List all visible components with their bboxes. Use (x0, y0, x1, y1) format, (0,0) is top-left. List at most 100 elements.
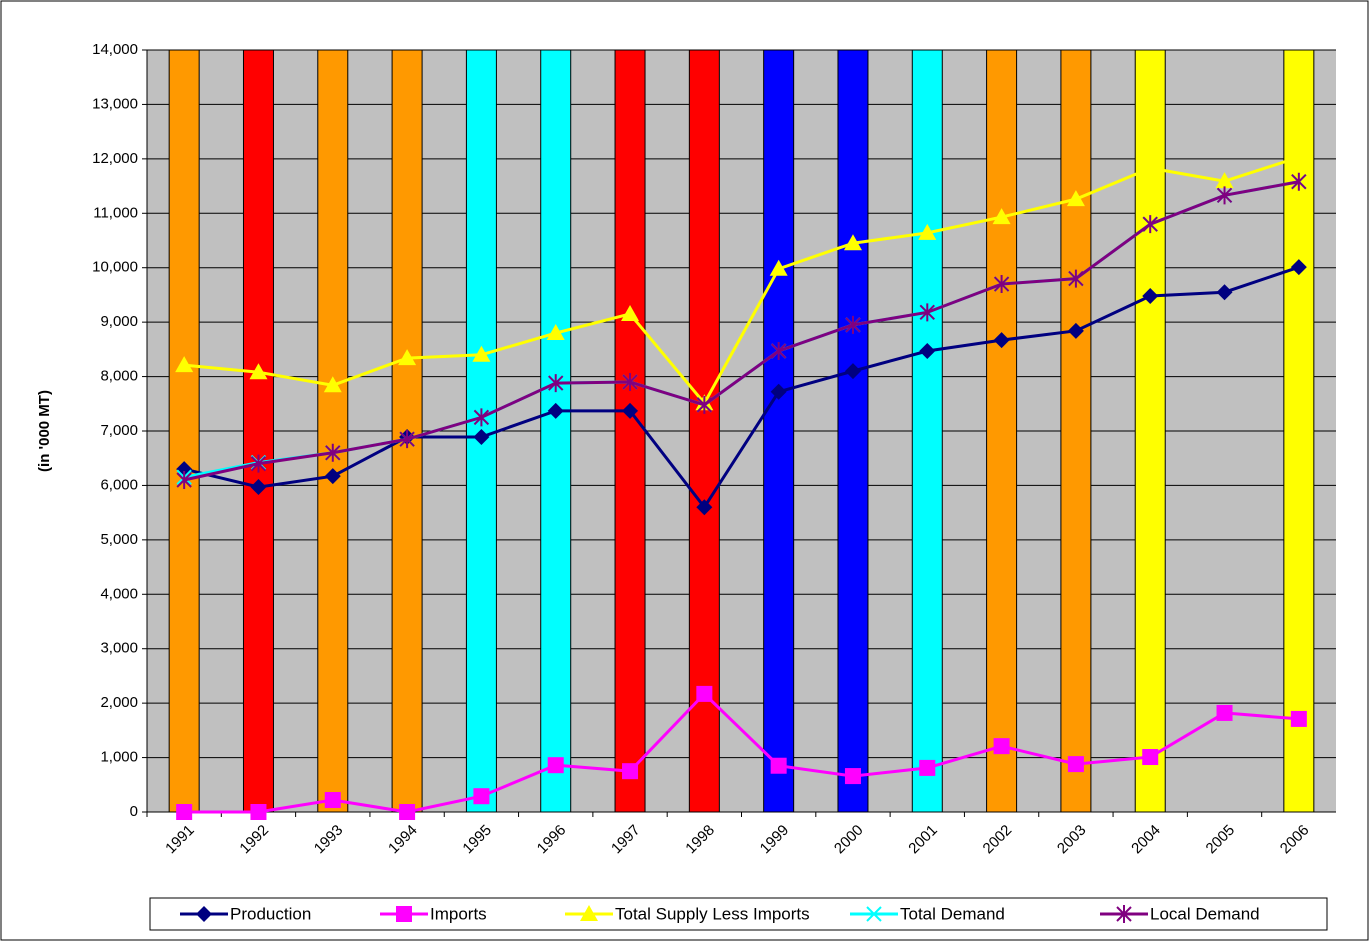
marker (399, 430, 415, 449)
marker (399, 804, 416, 820)
marker (250, 804, 267, 820)
legend-label: Local Demand (1150, 904, 1260, 923)
marker (472, 345, 491, 362)
marker (622, 402, 639, 419)
marker (1142, 288, 1159, 305)
marker (1068, 269, 1084, 288)
legend-label: Total Supply Less Imports (615, 904, 810, 923)
marker (919, 342, 936, 359)
y-tick-label: 6,000 (100, 476, 138, 493)
series-line (183, 180, 1300, 482)
marker (1215, 172, 1234, 189)
marker (696, 685, 713, 702)
marker (993, 332, 1010, 349)
marker (1290, 259, 1307, 276)
marker (473, 788, 490, 805)
marker (1067, 756, 1084, 773)
bar (242, 49, 274, 813)
marker (1066, 190, 1085, 207)
bar (317, 49, 349, 813)
marker (866, 906, 882, 922)
bar (688, 49, 720, 813)
y-axis-label: (in '000 MT) (36, 390, 53, 472)
marker (250, 454, 267, 473)
y-tick-label: 13,000 (92, 95, 138, 112)
marker (1142, 215, 1158, 234)
marker (1291, 172, 1307, 191)
bar (911, 49, 943, 813)
bar (1060, 49, 1092, 813)
y-tick-label: 5,000 (100, 531, 138, 548)
series-line (183, 265, 1300, 510)
legend-label: Imports (430, 904, 487, 923)
y-tick-label: 8,000 (100, 368, 138, 385)
marker (696, 499, 713, 516)
marker (473, 428, 490, 445)
marker (196, 906, 212, 922)
y-tick-label: 7,000 (100, 422, 138, 439)
marker (918, 223, 937, 240)
marker (622, 373, 638, 392)
bar (1283, 49, 1315, 813)
bar (168, 49, 200, 813)
marker (844, 363, 861, 380)
marker (324, 792, 341, 809)
y-tick-label: 0 (130, 803, 138, 820)
marker (580, 905, 598, 921)
marker (547, 757, 564, 774)
marker (1141, 159, 1160, 176)
marker (919, 759, 936, 776)
marker (844, 768, 861, 785)
bar (614, 49, 646, 813)
marker (176, 470, 192, 489)
marker (843, 234, 862, 251)
bar (1134, 49, 1166, 813)
bar (763, 49, 795, 813)
marker (176, 804, 193, 820)
bar (837, 49, 869, 813)
marker (325, 443, 341, 462)
marker (770, 341, 787, 360)
marker (323, 376, 342, 393)
marker (1142, 749, 1159, 766)
marker (398, 349, 417, 366)
marker (546, 324, 565, 341)
series-line (184, 691, 1299, 814)
marker (696, 395, 713, 414)
marker (770, 757, 787, 774)
legend-label: Production (230, 904, 311, 923)
marker (993, 738, 1010, 755)
marker (769, 259, 788, 276)
marker (919, 303, 935, 322)
y-tick-label: 2,000 (100, 694, 138, 711)
marker (770, 383, 787, 400)
y-tick-label: 14,000 (92, 41, 138, 58)
bar (540, 49, 572, 813)
marker (1216, 284, 1233, 301)
marker (1216, 186, 1233, 205)
marker (992, 208, 1011, 225)
y-tick-label: 3,000 (100, 640, 138, 657)
y-tick-label: 4,000 (100, 585, 138, 602)
marker (473, 408, 490, 427)
marker (324, 468, 341, 485)
legend-label: Total Demand (900, 904, 1005, 923)
marker (1067, 322, 1084, 339)
series-line (184, 155, 1300, 406)
marker (548, 374, 564, 393)
y-tick-label: 11,000 (93, 204, 138, 221)
marker (1216, 704, 1233, 721)
marker (993, 275, 1010, 294)
marker (845, 315, 861, 334)
marker (250, 479, 267, 496)
marker (621, 304, 640, 321)
bar (986, 49, 1018, 813)
y-tick-label: 9,000 (100, 313, 138, 330)
marker (547, 402, 564, 419)
marker (175, 356, 194, 373)
y-tick-label: 12,000 (92, 150, 138, 167)
marker (622, 763, 639, 780)
marker (1116, 905, 1132, 923)
y-tick-label: 1,000 (100, 749, 138, 766)
